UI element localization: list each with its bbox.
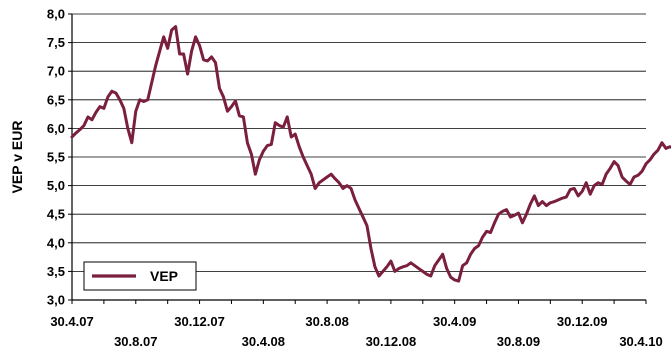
x-tick-label: 30.12.09 [557, 314, 608, 329]
series-lines [70, 25, 671, 283]
legend-label-vep: VEP [150, 268, 178, 284]
series-line-vep [70, 25, 671, 283]
y-tick-label: 8,0 [47, 7, 65, 22]
y-axis-title: VEP v EUR [9, 121, 25, 194]
x-tick-label: 30.12.08 [366, 334, 417, 349]
x-tick-label: 30.4.08 [242, 334, 285, 349]
y-tick-label: 7,0 [47, 64, 65, 79]
x-tick-label: 30.12.07 [174, 314, 225, 329]
x-tick-labels: 30.4.07 30.12.07 30.8.08 30.4.09 30.12.09 30.… [50, 300, 663, 349]
x-tick-label: 30.8.07 [114, 334, 157, 349]
y-tick-label: 6,0 [47, 121, 65, 136]
y-tick-label: 5,5 [47, 150, 65, 165]
legend: VEP [83, 261, 197, 291]
y-tick-label: 4,5 [47, 207, 65, 222]
y-tick-labels: 3,0 3,5 4,0 4,5 5,0 5,5 6,0 6,5 7,0 7,5 8,0 [47, 7, 72, 308]
x-tick-label: 30.4.09 [433, 314, 476, 329]
x-tick-label: 30.8.09 [497, 334, 540, 349]
y-tick-label: 5,0 [47, 178, 65, 193]
x-tick-label: 30.8.08 [305, 314, 348, 329]
y-tick-label: 4,0 [47, 235, 65, 250]
y-tick-label: 3,0 [47, 293, 65, 308]
y-tick-label: 7,5 [47, 35, 65, 50]
x-tick-label: 30.4.07 [50, 314, 93, 329]
x-tick-label: 30.4.10 [619, 334, 662, 349]
y-tick-label: 3,5 [47, 264, 65, 279]
y-tick-label: 6,5 [47, 92, 65, 107]
